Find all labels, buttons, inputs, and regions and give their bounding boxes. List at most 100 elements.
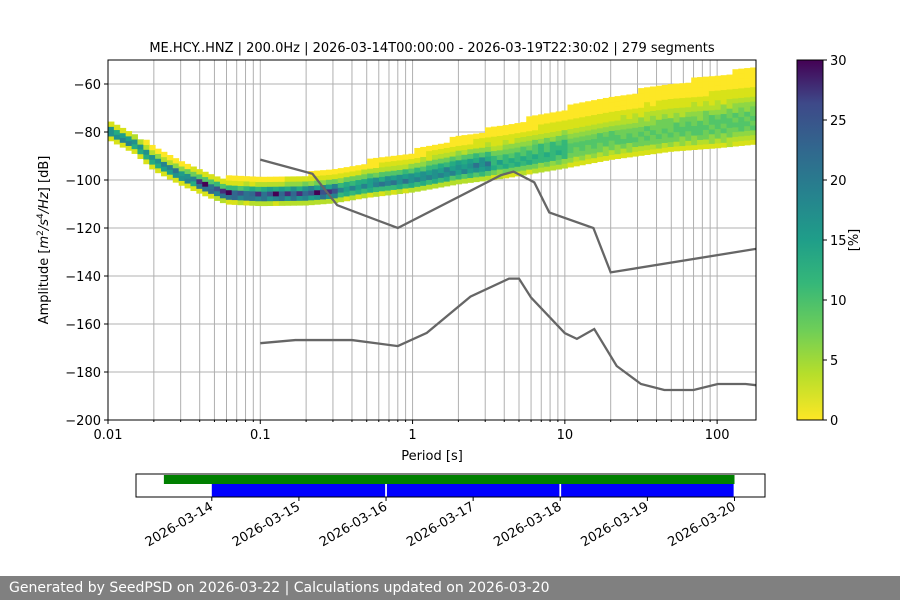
psd-cell xyxy=(608,140,616,146)
psd-cell xyxy=(414,176,421,183)
psd-cell xyxy=(702,139,710,145)
psd-cell xyxy=(667,127,675,133)
psd-cell xyxy=(502,134,510,140)
psd-cell xyxy=(608,116,616,122)
psd-cell xyxy=(608,144,616,151)
psd-cell xyxy=(449,146,457,152)
psd-cell xyxy=(455,169,462,175)
psd-cell xyxy=(596,123,604,129)
psd-cell xyxy=(673,98,680,104)
psd-cell xyxy=(614,120,622,126)
psd-cell xyxy=(402,154,409,160)
psd-cell xyxy=(644,120,651,127)
x-tick-label: 10 xyxy=(557,428,574,443)
psd-cell xyxy=(750,134,756,140)
psd-cell xyxy=(543,161,551,167)
psd-cell xyxy=(485,175,492,181)
psd-cell xyxy=(661,147,669,153)
psd-cell xyxy=(461,173,468,179)
psd-cell xyxy=(443,171,451,177)
psd-cell xyxy=(538,133,545,139)
psd-cell xyxy=(426,145,433,152)
psd-cell xyxy=(485,141,492,148)
psd-cell xyxy=(113,124,121,131)
psd-cell xyxy=(290,190,298,197)
psd-cell xyxy=(620,143,627,149)
psd-cell xyxy=(355,184,362,190)
psd-cell xyxy=(649,86,657,92)
psd-cell xyxy=(543,127,551,134)
psd-cell xyxy=(744,68,751,74)
psd-cell xyxy=(620,148,627,154)
psd-cell xyxy=(596,99,604,105)
psd-cell xyxy=(596,108,604,114)
psd-cell xyxy=(496,159,504,165)
psd-cell xyxy=(673,117,680,123)
psd-cell xyxy=(355,189,362,195)
psd-cell xyxy=(626,128,633,134)
psd-cell xyxy=(337,182,345,188)
psd-cell xyxy=(750,91,756,97)
psd-cell xyxy=(390,155,398,162)
psd-cell xyxy=(225,184,233,191)
psd-cell xyxy=(555,140,563,146)
psd-cell xyxy=(384,156,392,162)
psd-cell xyxy=(567,162,574,168)
psd-cell xyxy=(697,115,704,121)
psd-cell xyxy=(573,117,580,124)
psd-cell xyxy=(437,153,445,159)
psd-cell xyxy=(243,200,250,206)
psd-cell xyxy=(555,164,563,170)
psd-cell xyxy=(579,102,586,108)
psd-cell xyxy=(744,96,751,103)
psd-cell xyxy=(579,135,586,142)
psd-cell xyxy=(296,181,303,187)
psd-cell xyxy=(449,156,457,162)
psd-cell xyxy=(673,88,680,94)
psd-cell xyxy=(485,132,492,138)
psd-cell xyxy=(661,113,669,119)
psd-cell xyxy=(314,194,321,200)
psd-cell xyxy=(596,137,604,143)
psd-cell xyxy=(732,122,739,128)
psd-cell xyxy=(502,158,510,164)
psd-cell xyxy=(549,155,557,161)
psd-cell xyxy=(714,118,722,125)
psd-cell xyxy=(302,176,309,182)
psd-cell xyxy=(349,194,356,201)
psd-cell xyxy=(720,99,728,105)
psd-cell xyxy=(284,190,292,197)
psd-cell xyxy=(367,168,374,174)
psd-cell xyxy=(697,134,704,140)
psd-cell xyxy=(638,150,645,156)
psd-cell xyxy=(602,141,610,147)
psd-cell xyxy=(708,85,716,92)
psd-cell xyxy=(508,152,515,159)
psd-cell xyxy=(702,110,710,116)
psd-cell xyxy=(732,83,739,89)
psd-cell xyxy=(661,132,669,139)
psd-cell xyxy=(620,152,627,159)
psd-cell xyxy=(549,160,557,166)
psd-cell xyxy=(573,113,580,119)
psd-cell xyxy=(679,111,686,118)
psd-cell xyxy=(508,157,515,163)
psd-cell xyxy=(408,158,415,164)
colorbar-tick-label: 5 xyxy=(830,354,838,369)
psd-cell xyxy=(732,69,739,75)
psd-cell xyxy=(750,115,756,121)
psd-cell xyxy=(585,110,592,117)
psd-cell xyxy=(449,180,457,186)
y-tick-label: −160 xyxy=(65,318,101,333)
psd-cell xyxy=(644,92,651,98)
psd-cell xyxy=(284,186,292,192)
psd-cell xyxy=(649,115,657,121)
psd-cell xyxy=(514,166,521,172)
psd-cell xyxy=(750,96,756,102)
psd-cell xyxy=(467,172,474,179)
psd-cell xyxy=(473,172,480,178)
psd-cell xyxy=(532,120,539,126)
psd-cell xyxy=(485,170,492,176)
psd-cell xyxy=(402,164,409,170)
psd-cell xyxy=(113,139,121,145)
